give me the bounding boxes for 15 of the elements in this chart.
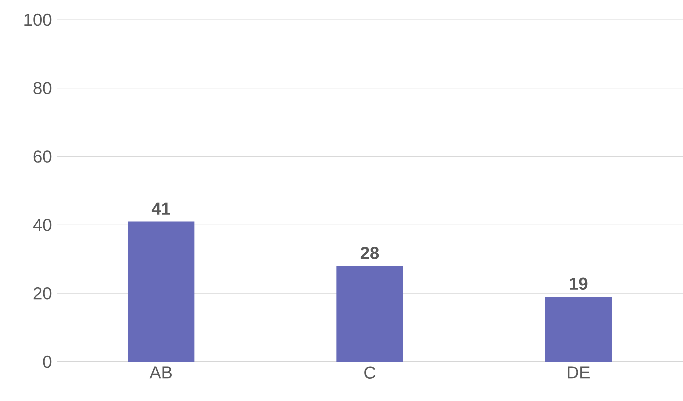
data-label: 41 bbox=[152, 202, 170, 215]
y-tick-label: 100 bbox=[24, 14, 52, 26]
x-tick-label: AB bbox=[150, 366, 172, 379]
data-label: 19 bbox=[570, 278, 588, 290]
y-tick-label: 60 bbox=[34, 150, 52, 163]
x-tick-label: C bbox=[364, 366, 376, 379]
bar bbox=[545, 297, 612, 362]
bar bbox=[128, 222, 195, 362]
y-tick-label: 20 bbox=[34, 287, 52, 300]
x-tick-label: DE bbox=[568, 366, 590, 379]
y-tick-label: 80 bbox=[34, 82, 52, 95]
bar bbox=[336, 266, 404, 362]
y-tick-label: 40 bbox=[33, 219, 52, 232]
y-tick-label: 0 bbox=[43, 356, 52, 368]
data-label: 28 bbox=[360, 247, 380, 260]
